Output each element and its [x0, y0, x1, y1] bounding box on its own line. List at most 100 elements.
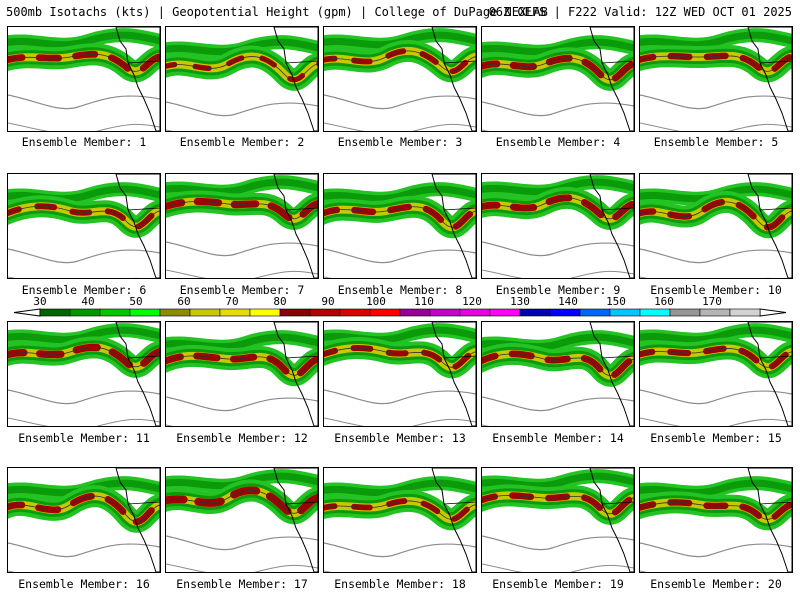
height-contour: [482, 129, 615, 131]
colorbar-segment: [189, 308, 221, 317]
header-title: 500mb Isotachs (kts) | Geopotential Heig…: [6, 5, 548, 19]
coastline: [273, 322, 318, 426]
height-contour: [640, 389, 792, 405]
member-caption: Ensemble Member: 3: [337, 135, 463, 149]
country-border: [601, 355, 634, 359]
coastline: [747, 322, 792, 426]
member-caption: Ensemble Member: 9: [495, 283, 621, 297]
height-contour: [324, 122, 476, 131]
member-map-svg: [166, 174, 318, 278]
coastline: [589, 174, 634, 278]
colorbar-segment: [729, 308, 761, 317]
member-map: [7, 26, 161, 132]
colorbar-segment: [339, 308, 371, 317]
height-contour: [324, 206, 476, 228]
colorbar-segment: [549, 308, 581, 317]
member-map-svg: [324, 468, 476, 572]
isotach-band: [8, 185, 160, 203]
coastline: [115, 27, 160, 131]
country-border: [759, 207, 792, 211]
member-map-svg: [640, 27, 792, 131]
colorbar-segment: [159, 308, 191, 317]
height-contour: [482, 101, 634, 117]
member-map-svg: [166, 322, 318, 426]
coastline: [747, 468, 792, 572]
height-contour: [482, 197, 634, 220]
colorbar-svg: [13, 308, 787, 317]
member-map: [481, 321, 635, 427]
colorbar-segment: [309, 308, 341, 317]
member-map: [323, 173, 477, 279]
coastline: [273, 174, 318, 278]
colorbar-segment: [489, 308, 521, 317]
height-contour: [166, 241, 318, 257]
height-contour: [482, 396, 634, 412]
colorbar-tick-label: 140: [558, 295, 578, 308]
member-map-svg: [166, 468, 318, 572]
member-map-svg: [482, 174, 634, 278]
member-map-svg: [640, 322, 792, 426]
country-border: [443, 501, 476, 505]
colorbar-segment: [279, 308, 311, 317]
colorbar-tick-label: 30: [33, 295, 47, 308]
coastline: [747, 174, 792, 278]
country-border: [285, 207, 318, 211]
country-border: [127, 207, 160, 211]
colorbar-tick-label: 110: [414, 295, 434, 308]
coastline: [747, 27, 792, 131]
coastline: [115, 322, 160, 426]
country-border: [443, 355, 476, 359]
coastline: [273, 468, 318, 572]
page-header: 500mb Isotachs (kts) | Geopotential Heig…: [6, 4, 796, 20]
colorbar-segment: [399, 308, 431, 317]
member-map: [323, 467, 477, 573]
colorbar-segment: [99, 308, 131, 317]
height-contour: [8, 205, 160, 228]
height-contour: [166, 490, 318, 514]
colorbar-segment: [519, 308, 551, 317]
member-map: [323, 321, 477, 427]
member-map: [481, 173, 635, 279]
member-map: [639, 321, 793, 427]
height-contour: [8, 570, 141, 572]
member-map-svg: [640, 468, 792, 572]
height-contour: [324, 417, 476, 426]
height-contour: [640, 276, 773, 278]
height-contour: [640, 542, 792, 558]
height-contour: [482, 241, 634, 257]
member-map-svg: [640, 174, 792, 278]
isotach-band: [640, 31, 792, 49]
height-contour: [324, 389, 476, 405]
height-contour: [166, 129, 299, 131]
member-caption: Ensemble Member: 13: [334, 431, 466, 445]
colorbar-tick-label: 50: [129, 295, 143, 308]
colorbar-tick-label: 150: [606, 295, 626, 308]
country-border: [127, 501, 160, 505]
colorbar-tick-label: 70: [225, 295, 239, 308]
member-caption: Ensemble Member: 18: [334, 577, 466, 591]
member-map: [165, 26, 319, 132]
colorbar-segment: [129, 308, 161, 317]
height-contour: [640, 122, 792, 131]
member-map-svg: [324, 322, 476, 426]
height-contour: [482, 57, 634, 81]
member-caption: Ensemble Member: 20: [650, 577, 782, 591]
height-contour: [8, 122, 160, 131]
colorbar-segment: [609, 308, 641, 317]
coastline: [431, 27, 476, 131]
member-map-svg: [482, 468, 634, 572]
coastline: [431, 468, 476, 572]
height-contour: [8, 94, 160, 110]
country-border: [759, 501, 792, 505]
height-contour: [640, 417, 792, 426]
height-contour: [8, 53, 160, 72]
height-contour: [640, 55, 792, 72]
height-contour: [324, 542, 476, 558]
isotach-band: [640, 479, 792, 497]
height-contour: [324, 94, 476, 110]
height-contour: [482, 353, 634, 377]
height-contour: [166, 355, 318, 376]
member-caption: Ensemble Member: 16: [18, 577, 150, 591]
height-contour: [166, 424, 299, 426]
member-map: [639, 467, 793, 573]
